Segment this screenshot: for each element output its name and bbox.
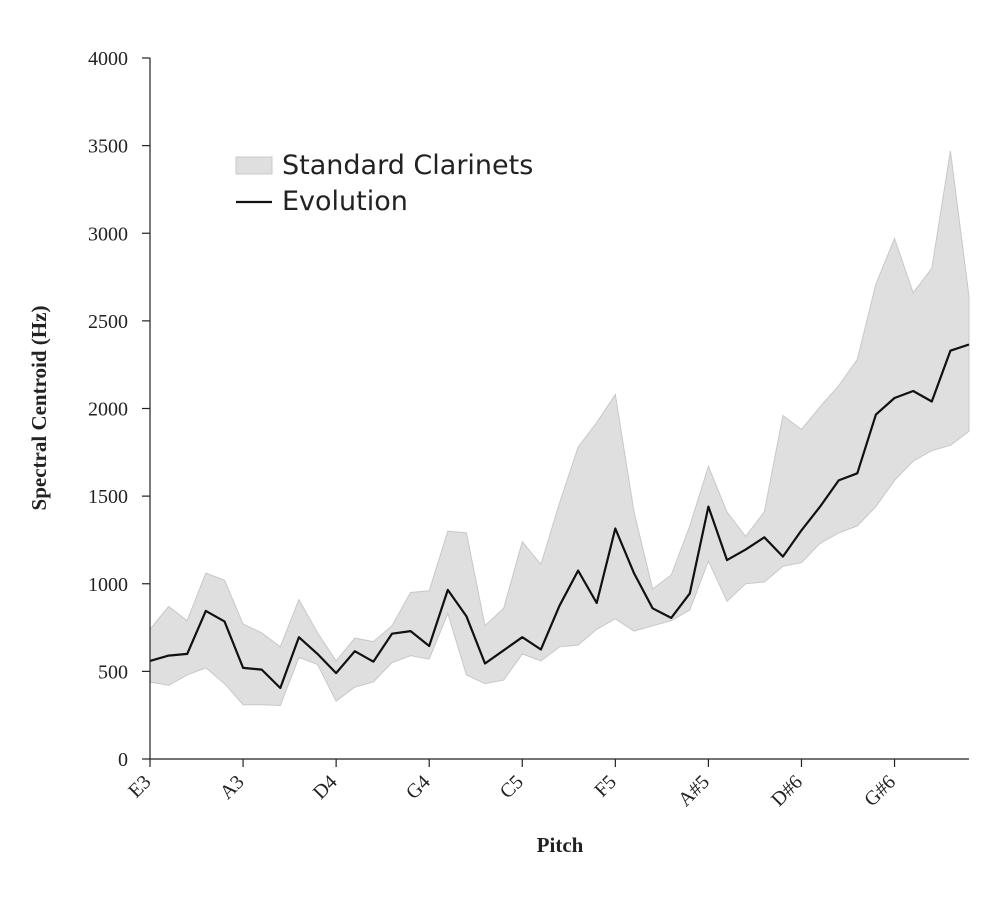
standard-clarinets-band — [149, 150, 970, 707]
legend-label-standard-clarinets: Standard Clarinets — [282, 150, 533, 181]
evolution-line — [149, 343, 970, 690]
y-tick-label: 3000 — [88, 223, 128, 245]
line-layer — [149, 343, 970, 690]
x-tick-label: A#5 — [674, 771, 714, 811]
x-tick-label: D4 — [309, 771, 342, 804]
x-ticks: E3 A3 D4 G4 C5 F5 A#5 D#6 G#6 — [124, 759, 900, 811]
x-axis-title: Pitch — [537, 833, 584, 857]
y-ticks: 0 500 1000 1500 2000 2500 3000 3500 4000 — [88, 48, 150, 771]
y-tick-label: 500 — [98, 661, 128, 683]
x-tick-label: E3 — [124, 771, 155, 802]
y-tick-label: 1000 — [88, 574, 128, 596]
x-tick-label: C5 — [496, 771, 528, 803]
x-tick-label: G#6 — [860, 771, 900, 811]
band-layer — [149, 150, 970, 707]
x-tick-label: G4 — [402, 771, 435, 804]
y-tick-label: 1500 — [88, 486, 128, 508]
x-tick-label: D#6 — [767, 771, 807, 811]
y-tick-label: 0 — [118, 749, 128, 771]
y-tick-label: 2000 — [88, 399, 128, 421]
y-tick-label: 3500 — [88, 136, 128, 158]
x-tick-label: F5 — [590, 771, 620, 801]
y-tick-label: 2500 — [88, 311, 128, 333]
y-tick-label: 4000 — [88, 48, 128, 70]
y-axis-title: Spectral Centroid (Hz) — [27, 306, 51, 511]
legend: Standard Clarinets Evolution — [235, 150, 533, 217]
legend-swatch-standard-clarinets — [235, 156, 273, 175]
legend-label-evolution: Evolution — [282, 186, 408, 217]
x-tick-label: A3 — [216, 771, 249, 804]
